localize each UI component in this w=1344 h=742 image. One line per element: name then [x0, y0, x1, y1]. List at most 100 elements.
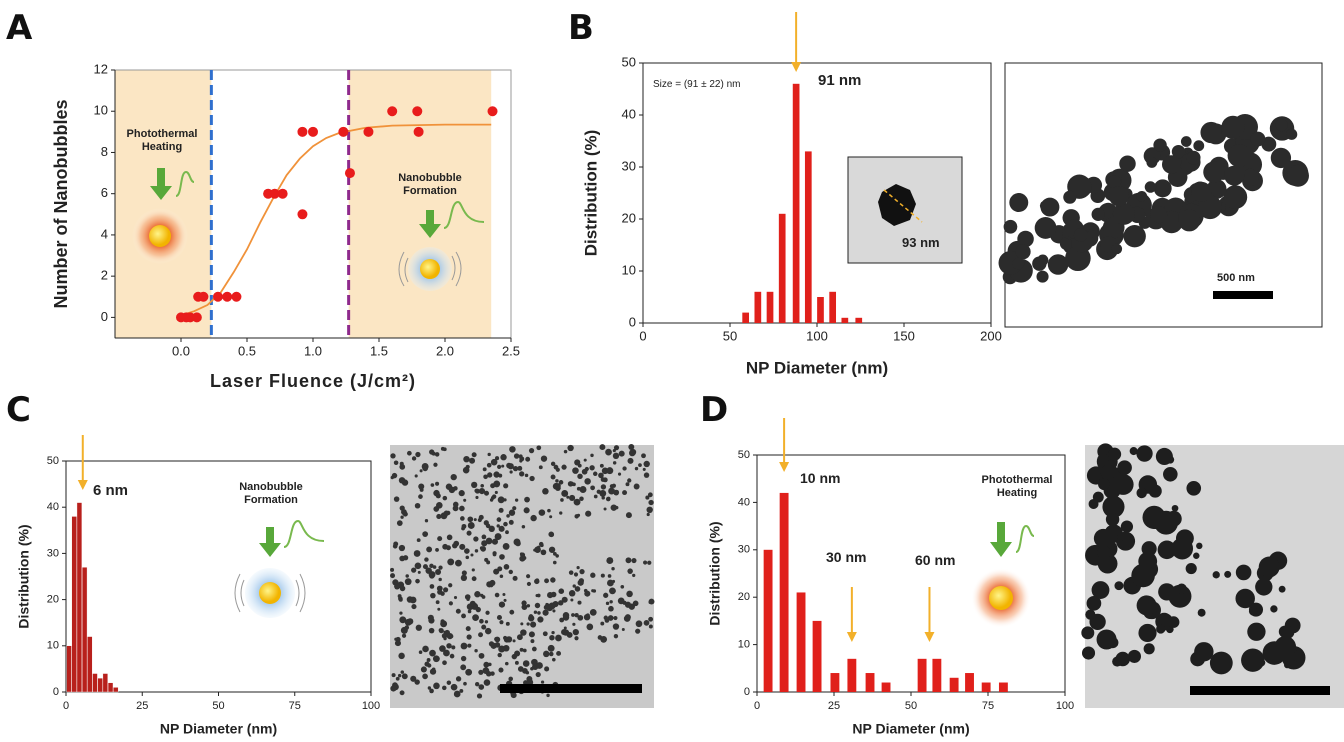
particle	[1287, 165, 1309, 187]
particle	[503, 543, 510, 550]
particle	[480, 594, 483, 597]
particle	[1145, 181, 1156, 192]
particle	[1196, 543, 1202, 549]
particle	[463, 682, 467, 686]
particle	[425, 519, 428, 522]
particle	[647, 561, 651, 565]
annotation: 6 nm	[93, 482, 128, 500]
bar	[841, 318, 848, 323]
particle	[578, 580, 584, 586]
particle	[1082, 646, 1095, 659]
bar	[982, 683, 991, 692]
bar	[797, 592, 806, 692]
particle	[644, 472, 649, 477]
particle	[1168, 616, 1180, 628]
y-tick-label: 8	[101, 144, 108, 159]
particle	[401, 670, 405, 674]
particle	[391, 476, 394, 479]
particle	[577, 601, 581, 605]
particle	[470, 553, 473, 556]
particle	[626, 482, 630, 486]
particle	[627, 568, 633, 574]
y-tick-label: 10	[47, 640, 59, 652]
particle	[635, 629, 640, 634]
particle	[551, 592, 557, 598]
particle	[1109, 186, 1129, 206]
particle	[462, 570, 467, 575]
particle	[475, 682, 479, 686]
particle	[472, 568, 475, 571]
y-tick-label: 0	[629, 314, 636, 329]
particle	[629, 450, 635, 456]
particle	[1186, 481, 1201, 496]
particle	[599, 444, 605, 450]
x-tick-label: 25	[136, 700, 148, 712]
particle	[397, 520, 403, 526]
particle	[520, 552, 523, 555]
particle	[438, 578, 441, 581]
particle	[497, 524, 500, 527]
y-tick-label: 20	[738, 591, 750, 603]
particle	[569, 495, 575, 501]
particle	[399, 612, 402, 615]
particle	[1087, 596, 1102, 611]
particle	[400, 690, 405, 695]
particle	[517, 634, 523, 640]
particle	[463, 467, 470, 474]
particle	[646, 507, 652, 513]
particle	[1250, 132, 1265, 147]
particle	[606, 557, 613, 564]
particle	[1063, 191, 1076, 204]
particle	[440, 619, 444, 623]
particle	[514, 453, 519, 458]
particle	[437, 608, 440, 611]
x-axis-label: NP Diameter (nm)	[852, 721, 969, 737]
particle	[1093, 492, 1104, 503]
particle	[524, 497, 530, 503]
particle	[601, 484, 606, 489]
particle	[573, 629, 579, 635]
particle	[1121, 520, 1133, 532]
particle	[611, 567, 614, 570]
particle	[474, 518, 477, 521]
particle	[523, 660, 530, 667]
particle	[483, 467, 487, 471]
particle	[433, 463, 437, 467]
particle	[569, 570, 574, 575]
particle	[1241, 648, 1264, 671]
y-tick-label: 2	[101, 268, 108, 283]
scale-bar	[1213, 291, 1273, 299]
particle	[429, 650, 436, 657]
particle	[577, 566, 580, 569]
particle	[619, 451, 625, 457]
particle	[392, 673, 396, 677]
particle	[549, 652, 554, 657]
particle	[1156, 448, 1173, 465]
particle	[478, 684, 484, 690]
particle	[439, 645, 446, 652]
particle	[1040, 198, 1059, 217]
particle	[491, 459, 498, 466]
particle	[463, 499, 466, 502]
particle	[561, 465, 566, 470]
scale-bar	[500, 684, 642, 693]
particle	[530, 639, 534, 643]
particle	[1119, 155, 1135, 171]
particle	[514, 650, 520, 656]
particle	[1128, 650, 1141, 663]
particle	[1035, 217, 1057, 239]
particle	[1137, 595, 1157, 615]
particle	[582, 469, 588, 475]
particle	[611, 504, 617, 510]
particle	[447, 680, 451, 684]
particle	[1092, 208, 1105, 221]
particle	[1117, 533, 1125, 541]
particle	[471, 482, 477, 488]
particle	[618, 473, 621, 476]
data-point	[222, 292, 232, 302]
particle	[567, 632, 573, 638]
x-tick-label: 75	[982, 700, 994, 712]
bar	[805, 151, 812, 323]
y-tick-label: 0	[101, 309, 108, 324]
particle	[396, 677, 400, 681]
